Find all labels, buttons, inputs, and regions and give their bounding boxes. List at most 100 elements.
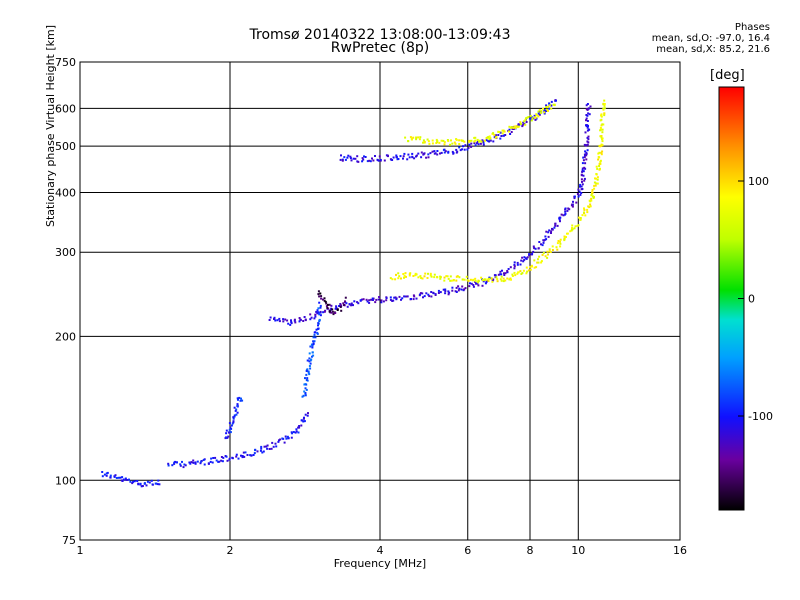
- data-point: [328, 303, 331, 306]
- data-point: [334, 312, 337, 314]
- data-point: [419, 136, 422, 139]
- data-point: [600, 143, 603, 146]
- data-point: [510, 131, 513, 133]
- data-point: [599, 160, 602, 163]
- data-point: [427, 272, 429, 275]
- data-point: [496, 280, 499, 283]
- data-point: [448, 291, 451, 294]
- data-point: [455, 279, 458, 282]
- data-point: [535, 113, 538, 116]
- data-point: [578, 216, 580, 219]
- data-point: [475, 142, 478, 145]
- data-point: [368, 159, 371, 162]
- data-point: [322, 298, 324, 301]
- data-point: [272, 445, 275, 448]
- data-point: [547, 235, 550, 238]
- data-point: [458, 287, 461, 290]
- data-point: [508, 128, 511, 131]
- data-point: [232, 417, 235, 420]
- data-point: [492, 132, 495, 135]
- data-point: [447, 150, 450, 153]
- data-point: [594, 177, 597, 180]
- data-point: [443, 151, 446, 154]
- data-point: [404, 136, 407, 139]
- data-point: [183, 463, 186, 466]
- data-point: [455, 286, 458, 289]
- data-point: [226, 459, 229, 462]
- data-point: [585, 124, 587, 127]
- data-point: [403, 274, 406, 277]
- data-point: [580, 174, 583, 177]
- data-point: [546, 250, 549, 253]
- data-point: [129, 480, 132, 483]
- data-point: [458, 139, 461, 142]
- data-point: [212, 457, 215, 459]
- data-point: [232, 421, 235, 424]
- data-point: [582, 174, 585, 177]
- data-point: [235, 413, 238, 416]
- data-point: [311, 346, 314, 349]
- data-point: [291, 432, 294, 435]
- data-point: [440, 151, 443, 154]
- data-point: [579, 185, 581, 188]
- data-point: [344, 158, 347, 161]
- data-point: [601, 150, 604, 153]
- data-point: [260, 447, 263, 450]
- data-point: [233, 406, 236, 409]
- data-point: [131, 482, 134, 485]
- data-point: [525, 117, 528, 120]
- data-point: [551, 227, 553, 230]
- data-point: [391, 159, 394, 161]
- data-point: [512, 126, 515, 129]
- data-point: [415, 136, 418, 139]
- data-point: [235, 408, 238, 411]
- data-point: [581, 169, 584, 172]
- data-point: [596, 176, 599, 179]
- data-point: [452, 152, 455, 155]
- data-point: [308, 365, 311, 367]
- data-point: [426, 138, 429, 141]
- data-point: [465, 275, 468, 278]
- data-point: [315, 310, 318, 313]
- data-point: [541, 253, 544, 256]
- data-point: [512, 128, 515, 130]
- data-point: [534, 116, 537, 119]
- data-point: [148, 481, 151, 484]
- data-point: [593, 187, 596, 190]
- data-point: [421, 277, 424, 280]
- data-point: [156, 483, 159, 486]
- data-point: [314, 331, 317, 334]
- data-point: [444, 288, 447, 291]
- data-point: [450, 139, 452, 142]
- data-point: [345, 302, 348, 305]
- data-point: [590, 197, 593, 200]
- data-point: [320, 295, 323, 298]
- phase-stats-x: mean, sd,X: 85.2, 21.6: [656, 44, 770, 55]
- chart-subtitle: RwPretec (8p): [330, 40, 430, 56]
- data-point: [513, 263, 516, 266]
- data-point: [361, 298, 363, 301]
- data-point: [583, 166, 586, 169]
- data-point: [533, 266, 536, 269]
- data-point: [588, 206, 591, 209]
- data-point: [279, 438, 282, 441]
- data-point: [525, 272, 528, 275]
- data-point: [467, 279, 470, 282]
- data-point: [313, 317, 316, 320]
- data-point: [585, 154, 588, 157]
- data-point: [344, 300, 346, 303]
- data-point: [600, 114, 602, 117]
- phases-heading: Phases: [734, 22, 770, 33]
- data-point: [500, 273, 503, 276]
- data-point: [473, 142, 476, 145]
- data-point: [232, 416, 235, 419]
- data-point: [600, 153, 603, 156]
- data-point: [449, 143, 452, 146]
- data-point: [298, 425, 301, 427]
- data-point: [385, 297, 388, 299]
- data-point: [332, 313, 335, 316]
- data-point: [349, 155, 352, 158]
- data-point: [486, 278, 489, 281]
- data-point: [275, 445, 278, 448]
- data-point: [477, 143, 480, 146]
